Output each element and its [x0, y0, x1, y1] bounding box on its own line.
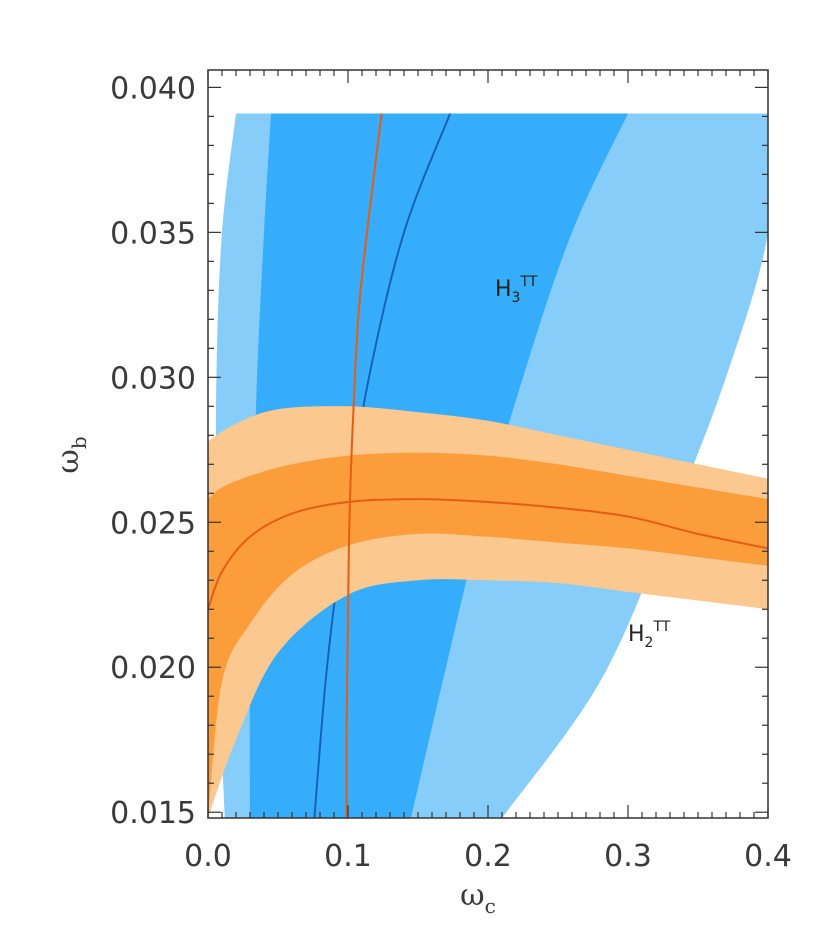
y-tick-label: 0.025: [110, 506, 196, 541]
x-tick-label: 0.3: [604, 839, 652, 874]
axes: 0.0 0.1 0.2 0.3 0.4 0.015 0.020 0.025 0.030 0.035…: [110, 69, 792, 874]
y-tick-label: 0.040: [110, 71, 196, 106]
annotation-h2: H2TT: [628, 619, 671, 651]
x-tick-label: 0.1: [324, 839, 372, 874]
y-axis-label: ωb: [51, 436, 91, 473]
labels-layer: ωc ωb: [51, 436, 496, 918]
h2-best-fit-line: [208, 498, 768, 610]
x-tick-label: 0.4: [744, 839, 792, 874]
y-tick-label: 0.015: [110, 796, 196, 831]
plot-data-layer: H3TT H2TT: [208, 113, 768, 818]
y-axis-subscript: b: [67, 436, 91, 449]
y-tick-label: 0.035: [110, 216, 196, 251]
x-axis-symbol: ω: [460, 878, 484, 913]
x-tick-label: 0.2: [464, 839, 512, 874]
x-axis-subscript: c: [485, 894, 496, 918]
y-axis-symbol: ω: [51, 449, 86, 473]
annotation-h3: H3TT: [495, 274, 538, 306]
y-tick-label: 0.020: [110, 651, 196, 686]
x-tick-label: 0.0: [184, 839, 232, 874]
x-axis-label: ωc: [460, 878, 496, 918]
h2-vertical-line: [345, 113, 383, 818]
y-tick-label: 0.030: [110, 361, 196, 396]
